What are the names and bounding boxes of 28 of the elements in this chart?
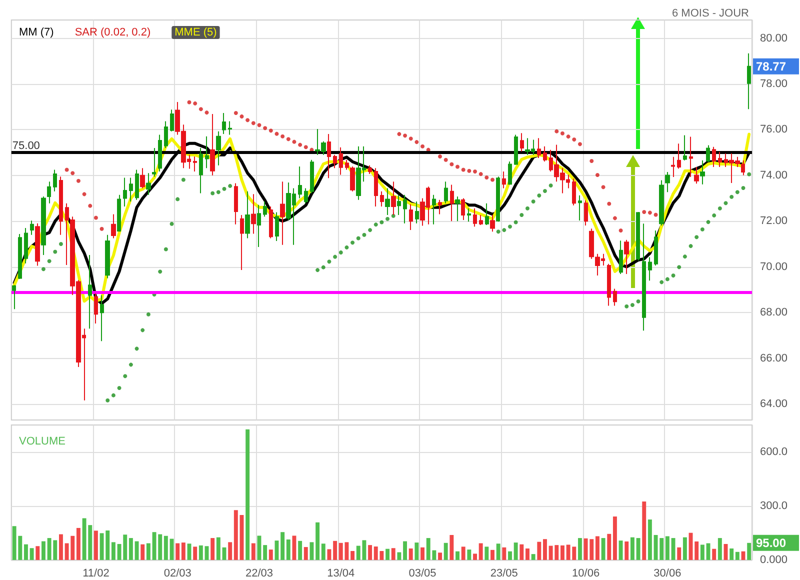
y-tick-label: 600.0 (760, 446, 788, 458)
y-tick-label: 0.000 (760, 554, 788, 566)
y-tick-label: 70.00 (760, 260, 788, 273)
text: VOLUME (19, 436, 66, 448)
ref-line-label: 75.00 (12, 140, 40, 152)
text: 78.77 (756, 59, 786, 74)
y-tick-label: 76.00 (760, 124, 788, 136)
x-tick-label: 23/05 (490, 568, 518, 580)
y-tick-label: 80.00 (760, 32, 788, 44)
x-tick-label: 11/02 (82, 568, 110, 580)
x-tick-label: 10/06 (572, 568, 600, 580)
y-tick-label: 74.00 (760, 169, 788, 182)
text: MM (7) (19, 26, 54, 38)
text: 95.00 (756, 536, 786, 550)
y-tick-label: 66.00 (760, 352, 788, 364)
y-tick-label: 64.00 (760, 398, 788, 410)
chart-subtitle: 6 MOIS - JOUR (672, 8, 750, 20)
y-tick-label: 300.0 (760, 500, 788, 512)
x-tick-label: 22/03 (245, 568, 274, 580)
x-tick-label: 03/05 (408, 568, 436, 580)
x-tick-label: 02/03 (164, 568, 192, 580)
x-tick-label: 13/04 (327, 568, 355, 580)
y-tick-label: 78.00 (760, 78, 788, 90)
text: SAR (0.02, 0.2) (74, 26, 151, 38)
x-tick-label: 30/06 (654, 568, 682, 580)
y-tick-label: 68.00 (760, 306, 788, 319)
text: MME (5) (174, 26, 217, 38)
y-tick-label: 72.00 (760, 215, 788, 228)
